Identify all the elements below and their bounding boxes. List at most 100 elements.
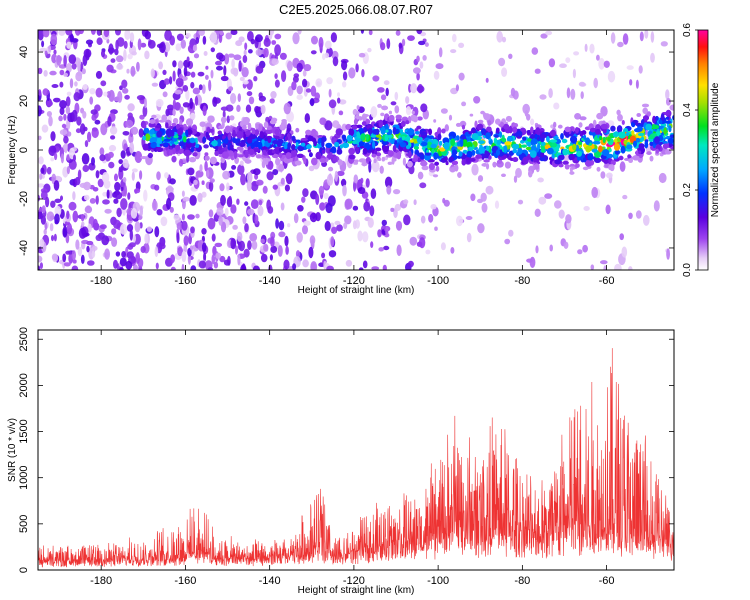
spectrogram-noise-cell [80,123,86,135]
spectrogram-noise-cell [450,87,458,95]
spectrogram-signal-cell [365,134,369,141]
spectrogram-signal-cell [161,114,167,122]
spectrogram-noise-cell [309,98,315,107]
spectrogram-noise-cell [242,55,248,63]
spectrogram-signal-cell [289,130,294,134]
spectrogram-noise-cell [195,37,200,44]
spectrogram-signal-cell [598,145,603,153]
spectrogram-noise-cell [198,260,206,269]
spectrogram-noise-cell [466,232,472,243]
spectrogram-noise-cell [302,70,307,77]
spectrogram-noise-cell [122,131,130,136]
spectrogram-signal-cell [171,123,177,127]
spectrogram-noise-cell [422,55,427,61]
spectrogram-signal-cell [636,113,641,117]
spectrogram-signal-cell [468,146,474,152]
spectrogram-noise-cell [203,51,208,56]
spectrogram-signal-cell [239,142,246,147]
spectrogram-signal-cell [480,110,485,115]
spectrogram-signal-cell [454,164,459,172]
spectrogram-noise-cell [92,187,99,192]
spectrogram-signal-cell [415,131,420,135]
spectrogram-noise-cell [220,221,227,233]
spectrogram-noise-cell [84,140,89,148]
spectrogram-signal-cell [325,142,333,148]
spectrogram-noise-cell [230,238,237,250]
spectrogram-noise-cell [224,207,229,217]
spectrogram-noise-cell [336,224,343,232]
spectrogram-signal-cell [309,152,313,158]
spectrogram-signal-cell [649,141,654,146]
spectrogram-noise-cell [108,144,117,152]
spectrogram-signal-cell [149,137,157,144]
snr-x-tick-label: -180 [90,575,112,587]
spectrogram-noise-cell [80,254,85,264]
spectrogram-noise-cell [207,267,214,270]
spectrogram-signal-cell [342,135,347,142]
spectrogram-noise-cell [215,252,221,259]
spectrogram-noise-cell [175,77,184,88]
spectrogram-noise-cell [653,200,660,212]
spectrogram-signal-cell [408,150,412,159]
spectrogram-noise-cell [537,177,544,183]
spectrogram-noise-cell [285,245,289,255]
spectrogram-noise-cell [63,262,71,267]
spectrogram-noise-cell [461,101,467,107]
spectrogram-noise-cell [220,75,229,82]
spectrogram-signal-cell [185,118,194,126]
spectrogram-signal-cell [328,166,334,172]
spectrogram-noise-cell [456,215,463,227]
spectrogram-noise-cell [50,200,56,208]
spectrogram-noise-cell [134,221,141,233]
spectrogram-noise-cell [355,63,359,73]
spectrogram-signal-cell [503,145,508,153]
spectrogram-signal-cell [416,137,422,143]
spectrogram-noise-cell [197,71,205,77]
spectrogram-noise-cell [362,260,368,269]
spectrogram-noise-cell [223,259,231,266]
spectrogram-noise-cell [177,246,184,257]
spectrogram-noise-cell [66,210,70,220]
spectrogram-noise-cell [310,50,317,55]
spectrogram-noise-cell [246,179,252,192]
spectrogram-noise-cell [393,189,401,195]
spectrogram-signal-cell [501,137,507,143]
spectrogram-noise-cell [82,164,90,173]
spectrogram-noise-cell [324,220,331,232]
spectrogram-noise-cell [66,41,72,49]
spectrogram-noise-cell [61,123,67,129]
spectrogram-signal-cell [496,159,503,164]
spectrogram-signal-cell [272,140,280,145]
spectrogram-signal-cell [645,123,652,131]
spectrogram-noise-cell [131,171,135,181]
spectrogram-noise-cell [251,240,258,250]
spectrogram-signal-cell [173,118,179,124]
spectrogram-noise-cell [53,180,60,191]
spectrogram-signal-cell [481,163,488,167]
spectrogram-signal-cell [291,144,296,151]
spectrogram-noise-cell [639,31,644,42]
spectrogram-noise-cell [195,213,200,219]
spectrogram-signal-cell [311,157,318,166]
spectrogram-signal-cell [275,159,281,164]
spectrogram-noise-cell [94,119,101,125]
spectrogram-noise-cell [75,239,80,250]
spectrogram-signal-cell [246,136,253,144]
spectrogram-signal-cell [234,138,239,144]
spectrogram-noise-cell [143,189,148,202]
spectrogram-signal-cell [534,163,540,170]
spectrogram-noise-cell [113,259,118,269]
snr-y-tick-label: 1000 [18,465,30,489]
spectrogram-signal-cell [390,138,395,145]
spectrogram-noise-cell [65,106,71,115]
spectrogram-noise-cell [107,116,112,127]
spectrogram-noise-cell [86,240,94,246]
spectrogram-noise-cell [598,58,605,70]
spectrogram-noise-cell [605,204,611,215]
spectrogram-noise-cell [81,221,85,227]
spectrogram-noise-cell [357,106,365,113]
spectrogram-noise-cell [84,205,93,214]
spectrogram-signal-cell [476,123,484,131]
spectrogram-y-tick-label: -40 [18,240,30,256]
spectrogram-noise-cell [485,77,489,83]
